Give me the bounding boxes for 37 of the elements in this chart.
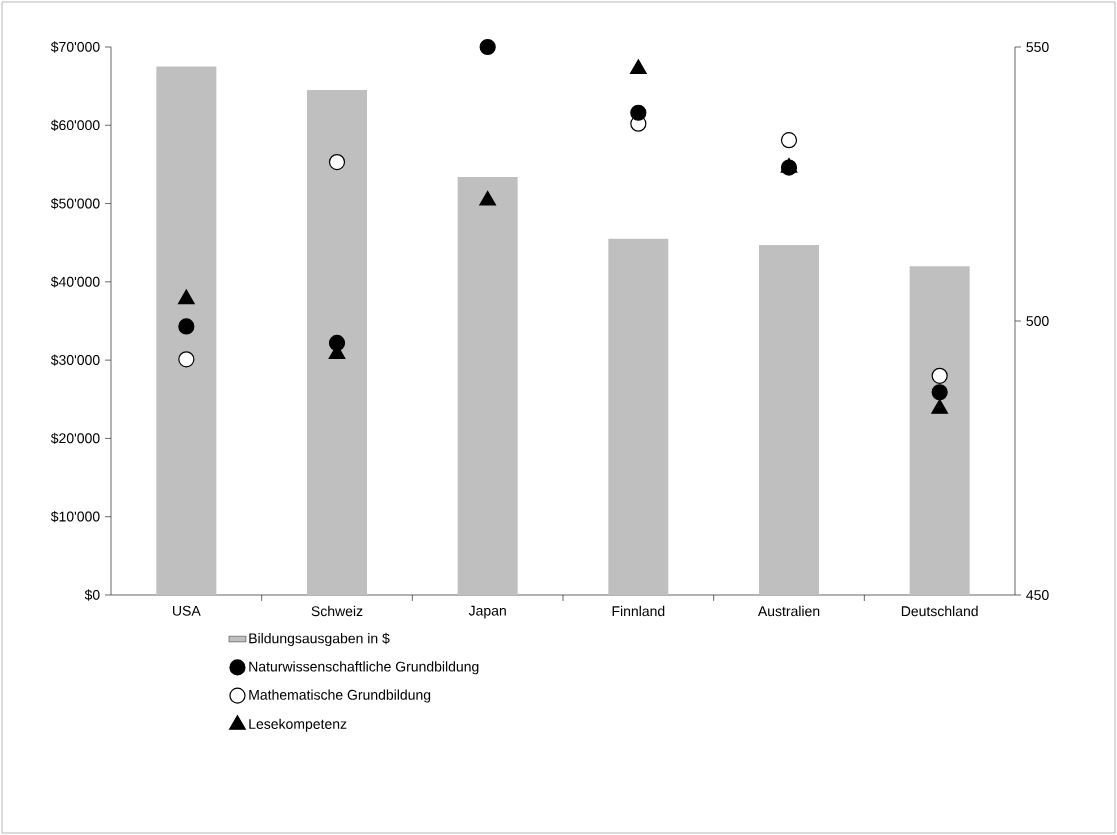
y-tick-label: $40'000: [50, 276, 100, 288]
point: [931, 367, 948, 384]
point: [479, 38, 496, 56]
point: [178, 351, 195, 368]
y-tick-label: $50'000: [50, 197, 100, 210]
bar: [759, 245, 819, 595]
legend-label: Bildungsausgaben in $: [249, 632, 390, 647]
x-tick-label: Australien: [757, 605, 820, 617]
y-tick-label: $30'000: [50, 354, 100, 366]
y-tick-label: $60'000: [50, 119, 100, 131]
x-tick-label: Deutschland: [901, 605, 978, 617]
y-tick-label: $70'000: [50, 41, 100, 53]
bar: [457, 176, 518, 595]
point: [328, 334, 346, 352]
x-tick-label: Finnland: [612, 605, 665, 617]
point: [629, 59, 647, 75]
legend-label: Mathematische Grundbildung: [249, 689, 431, 703]
bar: [307, 90, 367, 595]
y-tick-label: $0: [84, 589, 100, 601]
y2-tick-label: 550: [1026, 42, 1049, 52]
bar: [608, 238, 669, 595]
legend-label: Naturwissenschaftliche Grundbildung: [249, 661, 479, 675]
y2-tick-label: 450: [1026, 590, 1049, 600]
y-tick-label: $20'000: [50, 432, 100, 445]
point: [328, 153, 346, 171]
point: [630, 104, 647, 121]
bar: [909, 266, 970, 595]
x-tick-label: USA: [173, 605, 201, 616]
x-tick-label: Schweiz: [311, 605, 363, 617]
legend-label: Lesekompetenz: [249, 718, 347, 732]
point: [931, 384, 948, 401]
y2-tick-label: 500: [1026, 316, 1049, 326]
point: [177, 289, 195, 305]
bar: [156, 66, 217, 595]
y-tick-label: $10'000: [50, 511, 100, 523]
x-tick-label: Japan: [468, 605, 506, 619]
point: [178, 318, 195, 335]
